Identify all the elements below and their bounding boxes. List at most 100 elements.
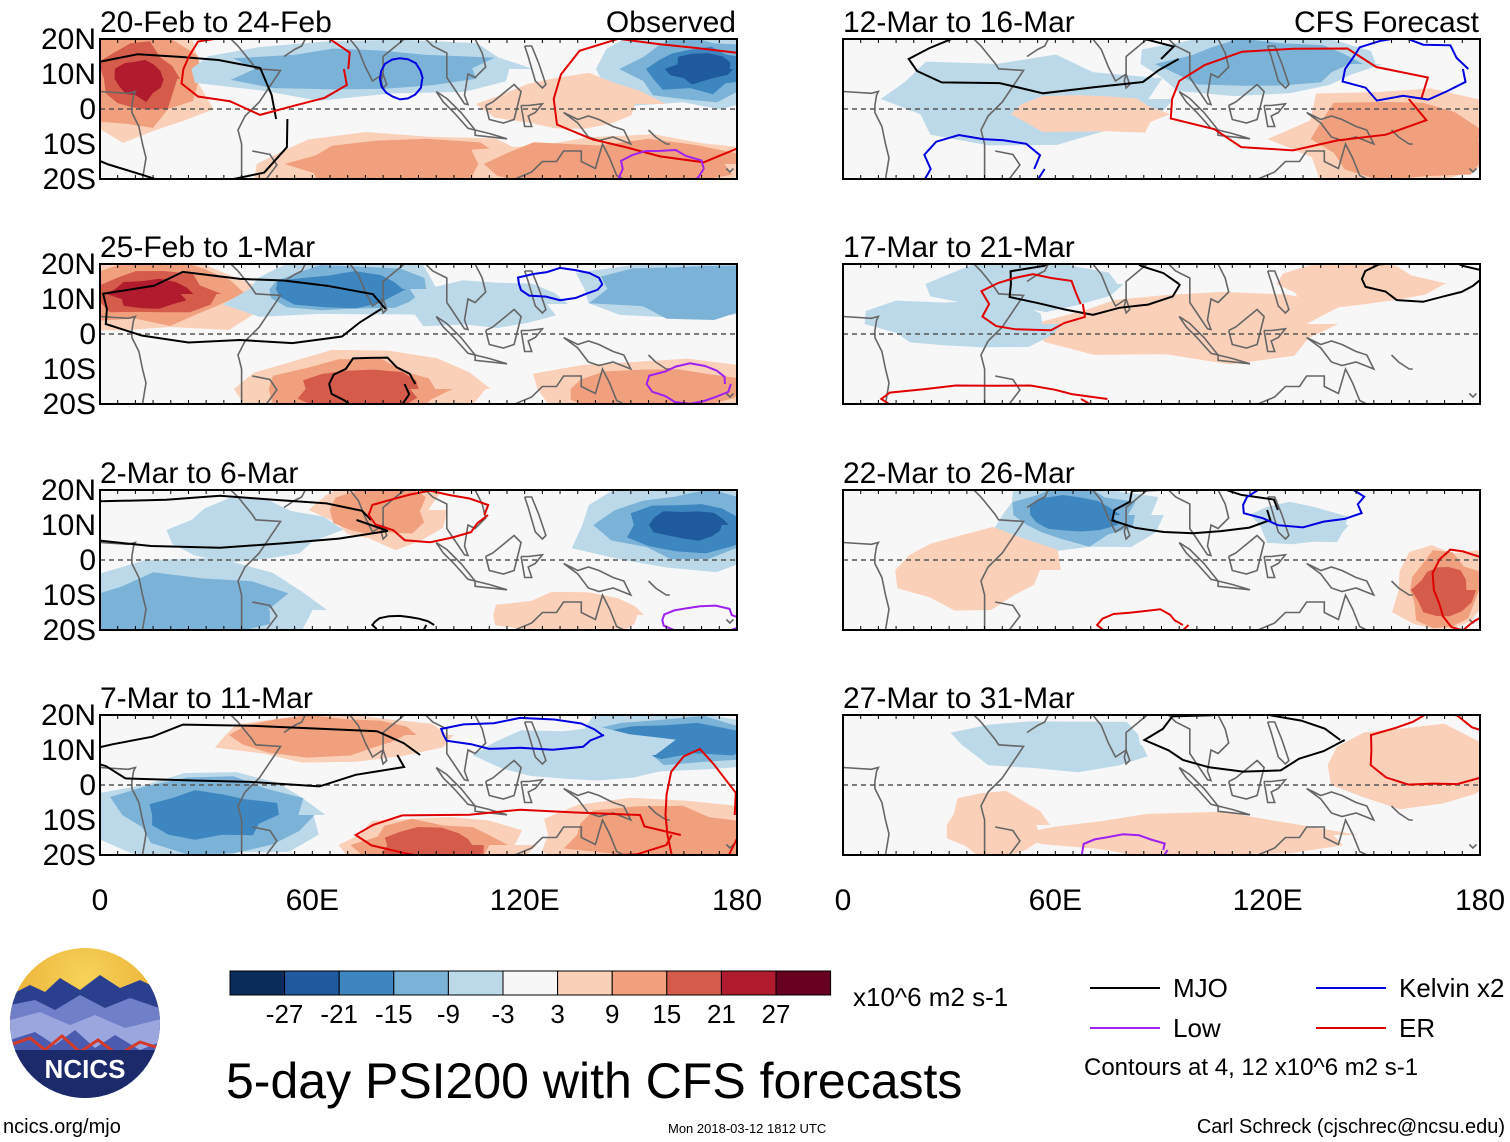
coastline <box>252 826 278 855</box>
colorbar-tick-label: -27 <box>266 999 304 1029</box>
colorbar-swatch <box>611 970 668 996</box>
coastline <box>337 39 405 83</box>
lat-tick-label: 0 <box>79 93 96 126</box>
wave-contour <box>1369 715 1480 786</box>
coastline <box>520 553 545 579</box>
colorbar-units: x10^6 m2 s-1 <box>853 982 1008 1012</box>
coastline <box>973 39 1025 179</box>
coastline <box>1026 490 1050 509</box>
anomaly-region <box>1154 39 1364 86</box>
coastline <box>1263 778 1288 804</box>
coastline <box>563 336 633 371</box>
anomaly-region <box>284 138 518 179</box>
anomaly-region <box>925 264 1124 313</box>
coastline <box>425 39 487 106</box>
legend-label: MJO <box>1173 973 1228 1003</box>
lat-tick-label: 20S <box>43 839 96 872</box>
coastline <box>337 715 405 759</box>
coastline <box>252 150 278 179</box>
coastline <box>1217 580 1251 591</box>
coastline <box>1306 787 1376 822</box>
colorbar-swatch <box>447 970 504 996</box>
coastline <box>1123 73 1131 90</box>
coastline <box>1390 354 1413 370</box>
coastline <box>1426 629 1429 630</box>
lat-tick-label: 10S <box>43 579 96 612</box>
coastline <box>1426 178 1429 179</box>
coastline <box>1080 264 1148 308</box>
coastline <box>683 403 686 404</box>
coastline <box>474 805 508 816</box>
coastline <box>1123 524 1131 541</box>
panel-period-label: 17-Mar to 21-Mar <box>843 231 1075 264</box>
coastline <box>1390 129 1413 145</box>
coastline <box>474 129 508 140</box>
anomaly-region <box>382 827 484 855</box>
coastline <box>230 490 282 630</box>
anomaly-region <box>472 726 676 781</box>
wave-contour <box>439 716 605 751</box>
colorbar-tick-label: 21 <box>707 999 736 1029</box>
lon-tick-label: 60E <box>286 884 339 917</box>
lat-tick-label: 20S <box>43 388 96 421</box>
chart-title: 5-day PSI200 with CFS forecasts <box>226 1053 962 1109</box>
coastline <box>283 264 307 283</box>
anomaly-region <box>946 790 1050 855</box>
anomaly-region <box>297 369 419 404</box>
legend-label: Kelvin x2 <box>1399 973 1505 1003</box>
anomaly-region <box>1276 264 1448 308</box>
wave-contour <box>353 808 682 855</box>
wave-contour <box>370 614 435 630</box>
coastline <box>1263 553 1288 579</box>
coastline <box>499 366 625 404</box>
anomaly-region <box>106 278 194 309</box>
lon-tick-label: 60E <box>1029 884 1082 917</box>
colorbar-swatch <box>338 970 395 996</box>
coastline <box>1178 541 1221 583</box>
coastline <box>425 264 487 331</box>
anomaly-region <box>1013 811 1359 855</box>
coastline <box>563 111 633 146</box>
coastline <box>380 749 388 766</box>
coastline <box>1242 817 1368 855</box>
coastline <box>499 592 625 630</box>
anomaly-region <box>895 526 1061 611</box>
wave-contour <box>328 356 417 404</box>
lat-tick-label: 10N <box>41 283 96 316</box>
wave-contour <box>1095 608 1190 630</box>
lat-tick-label: 10N <box>41 509 96 542</box>
anomaly-region <box>570 369 737 404</box>
coastline <box>435 315 478 357</box>
legend-label: Low <box>1173 1013 1221 1043</box>
lon-tick-label: 0 <box>835 884 852 917</box>
coastline <box>337 264 405 308</box>
coastline <box>1468 167 1478 174</box>
coastline <box>1266 270 1290 315</box>
lat-tick-label: 20S <box>43 163 96 196</box>
anomaly-region <box>664 53 734 85</box>
colorbar-tick-label: 27 <box>762 999 791 1029</box>
coastline <box>1242 592 1368 630</box>
colorbar: -27 -21 -15 -9 -3 3 9 15 21 27 <box>229 970 832 1029</box>
coastline <box>1080 490 1148 534</box>
coastline <box>1390 805 1413 821</box>
lon-tick-label: 180 <box>1455 884 1505 917</box>
coastline <box>725 167 735 174</box>
wave-contour <box>1242 490 1366 529</box>
coastline <box>1242 366 1368 404</box>
anomaly-region <box>864 300 1064 348</box>
legend-label: ER <box>1399 1013 1435 1043</box>
anomaly-region <box>329 490 426 535</box>
wave-contour <box>180 39 351 116</box>
lat-tick-label: 0 <box>79 769 96 802</box>
panels-group: 20-Feb to 24-Feb Observed20N10N010S20S25-… <box>41 6 1505 917</box>
wave-contour <box>661 604 737 630</box>
anomaly-region <box>230 48 495 90</box>
coastline <box>520 778 545 804</box>
coastline <box>725 392 735 399</box>
coastline <box>1168 39 1230 106</box>
anomaly-region <box>166 497 344 563</box>
colorbar-swatch <box>557 970 613 996</box>
